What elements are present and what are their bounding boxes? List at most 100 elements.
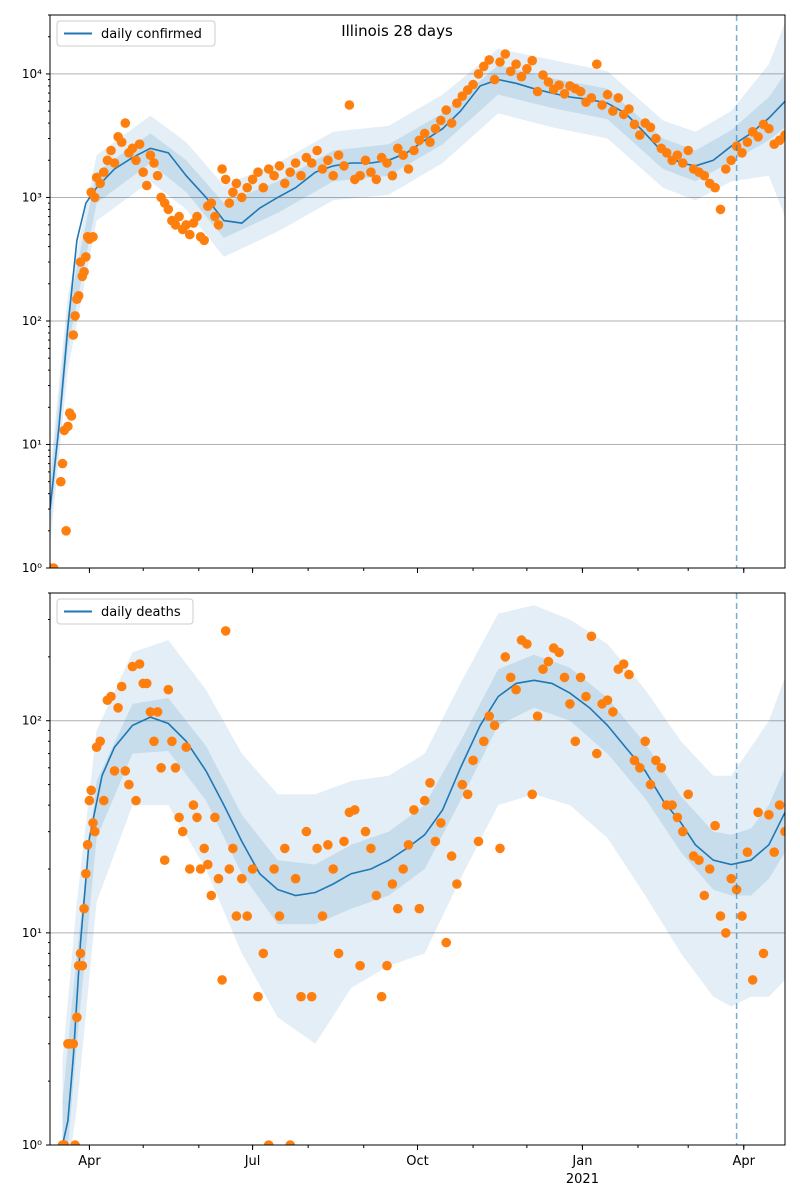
observed-point	[715, 911, 726, 921]
observed-point	[344, 100, 355, 110]
panel-daily-deaths: 10⁰ 10¹ 10² Apr Jul Oct Jan Apr 2021 daily deaths	[22, 592, 786, 1187]
observed-point	[116, 681, 127, 692]
observed-point	[473, 836, 484, 847]
observed-point	[516, 71, 527, 82]
observed-point	[586, 93, 597, 103]
observed-point	[387, 879, 398, 889]
observed-point	[220, 174, 231, 185]
observed-point	[317, 164, 328, 174]
observed-point	[543, 656, 554, 667]
observed-point	[721, 928, 731, 938]
uncertainty-band-outer	[50, 22, 785, 547]
observed-point	[635, 763, 645, 773]
observed-point	[88, 818, 98, 828]
observed-point	[274, 911, 285, 921]
observed-point	[543, 77, 554, 87]
observed-point	[247, 174, 258, 185]
observed-point	[753, 132, 763, 142]
observed-point	[339, 161, 349, 171]
observed-point	[403, 164, 414, 174]
observed-point	[56, 476, 66, 487]
observed-point	[124, 779, 134, 790]
observed-point	[747, 975, 758, 985]
observed-point	[95, 178, 105, 189]
observed-point	[398, 150, 409, 160]
x-tick-label: Apr	[733, 1154, 756, 1169]
observed-point	[452, 98, 462, 108]
observed-point	[285, 1140, 295, 1145]
observed-point	[522, 64, 532, 74]
observed-point	[317, 911, 328, 921]
x-tick-label: Oct	[406, 1154, 428, 1169]
observed-point	[737, 911, 747, 921]
observed-point	[737, 148, 747, 158]
observed-point	[131, 795, 141, 806]
observed-point	[371, 890, 382, 901]
observed-point	[280, 843, 290, 854]
observed-point	[565, 699, 575, 709]
observed-point	[678, 826, 688, 837]
observed-point	[156, 763, 166, 773]
observed-point	[116, 137, 127, 147]
observed-point	[672, 150, 683, 160]
observed-point	[167, 736, 177, 747]
y-tick-label: 10⁰	[22, 1138, 42, 1152]
y-tick-label: 10³	[22, 190, 42, 204]
observed-point	[457, 779, 468, 790]
observed-point	[57, 458, 68, 469]
observed-point	[138, 167, 148, 177]
observed-point	[554, 647, 564, 658]
observed-point	[758, 948, 769, 959]
observed-point	[170, 220, 181, 230]
observed-point	[694, 855, 704, 865]
observed-point	[608, 106, 618, 116]
observed-point	[333, 150, 344, 160]
observed-point	[149, 158, 159, 168]
observed-point	[355, 170, 365, 181]
observed-point	[505, 672, 516, 683]
observed-point	[109, 158, 120, 168]
observed-point	[699, 170, 710, 181]
observed-point	[231, 911, 242, 921]
observed-point	[127, 143, 138, 154]
observed-point	[106, 145, 116, 156]
plot-area	[50, 22, 785, 568]
observed-point	[656, 763, 667, 773]
observed-point	[163, 204, 174, 215]
observed-point	[538, 664, 548, 674]
observed-point	[446, 118, 457, 128]
observed-point	[538, 70, 548, 80]
observed-point	[419, 128, 430, 139]
observed-point	[441, 937, 452, 948]
observed-point	[489, 74, 500, 85]
observed-point	[253, 991, 263, 1002]
observed-point	[624, 669, 634, 680]
observed-point	[152, 707, 163, 717]
observed-point	[306, 158, 317, 168]
observed-point	[495, 843, 505, 854]
observed-point	[84, 795, 95, 806]
observed-point	[726, 873, 736, 884]
observed-point	[61, 526, 71, 536]
observed-point	[624, 104, 634, 114]
observed-point	[66, 411, 77, 421]
observed-point	[82, 840, 93, 850]
observed-point	[721, 164, 731, 174]
observed-point	[247, 864, 258, 874]
observed-point	[527, 55, 537, 66]
observed-point	[149, 736, 159, 747]
observed-point	[68, 330, 79, 340]
observed-point	[242, 911, 252, 921]
observed-point	[726, 155, 736, 166]
observed-point	[780, 826, 785, 837]
observed-point	[704, 864, 715, 874]
observed-point	[301, 826, 312, 837]
observed-point	[213, 220, 224, 230]
observed-point	[683, 145, 693, 156]
observed-point	[645, 779, 656, 790]
observed-point	[99, 167, 109, 177]
observed-point	[667, 800, 677, 810]
observed-point	[323, 155, 333, 166]
observed-point	[527, 789, 537, 800]
observed-point	[274, 161, 285, 171]
